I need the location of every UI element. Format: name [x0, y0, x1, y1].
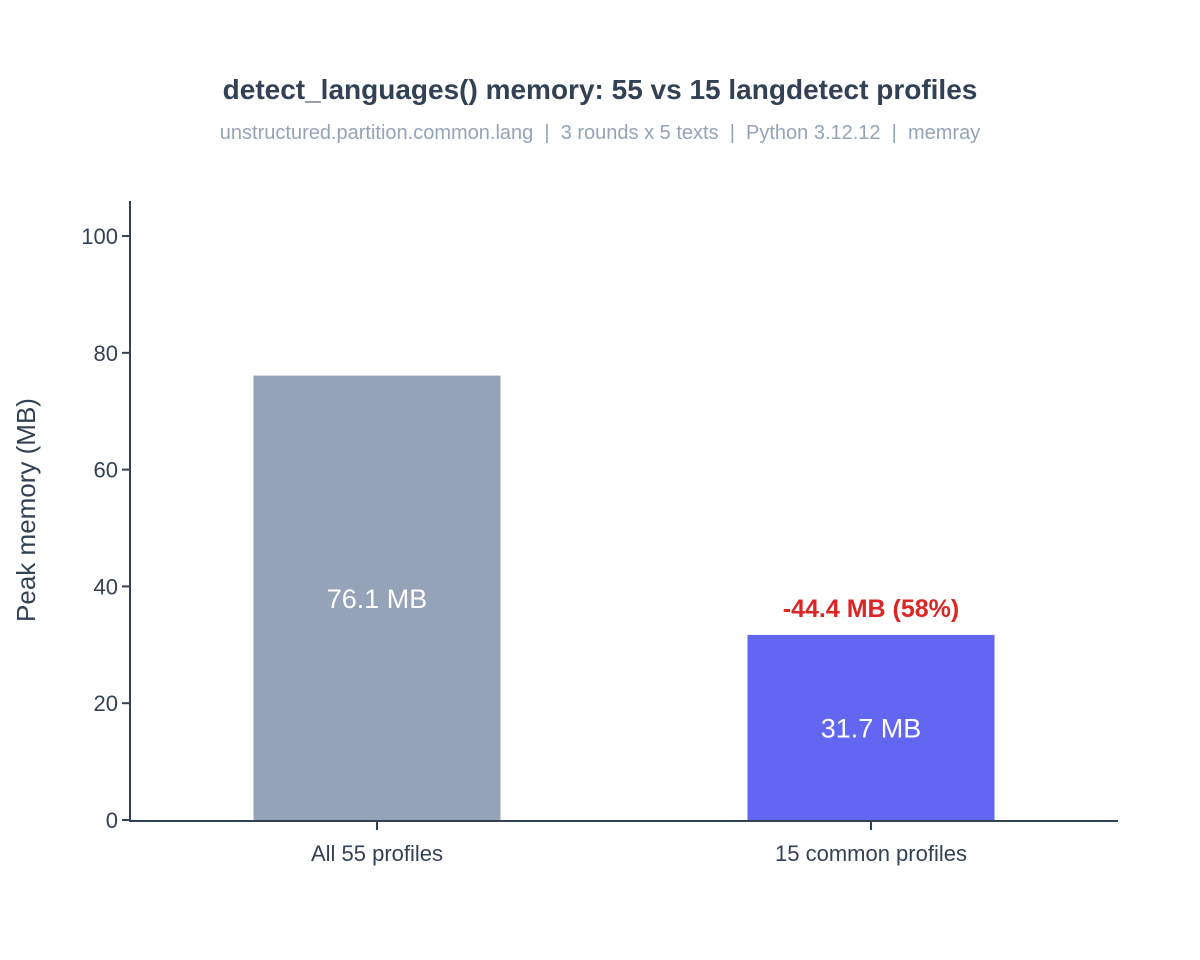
y-tick-label: 80	[94, 341, 118, 366]
x-tick-label: 15 common profiles	[775, 841, 967, 866]
bar-value-label: 76.1 MB	[327, 584, 428, 614]
y-tick-label: 100	[81, 224, 118, 249]
bars	[253, 375, 995, 820]
bar	[747, 634, 995, 820]
bar-labels: 76.1 MB 31.7 MB	[327, 584, 922, 744]
delta-annotation: -44.4 MB (58%)	[783, 595, 959, 623]
x-axis: All 55 profiles 15 common profiles	[129, 820, 1118, 866]
chart-title: detect_languages() memory: 55 vs 15 lang…	[223, 74, 978, 105]
bar-value-label: 31.7 MB	[821, 713, 922, 743]
y-axis-title: Peak memory (MB)	[11, 398, 41, 622]
y-tick-label: 40	[94, 574, 118, 599]
chart-subtitle: unstructured.partition.common.lang | 3 r…	[220, 122, 980, 144]
y-tick-label: 20	[94, 691, 118, 716]
y-tick-label: 0	[106, 808, 118, 833]
bar	[253, 375, 501, 820]
y-axis: 0 20 40 60 80 100	[81, 201, 131, 833]
annotations: -44.4 MB (58%)	[783, 595, 959, 623]
x-tick-label: All 55 profiles	[311, 841, 443, 866]
y-tick-label: 60	[94, 458, 118, 483]
